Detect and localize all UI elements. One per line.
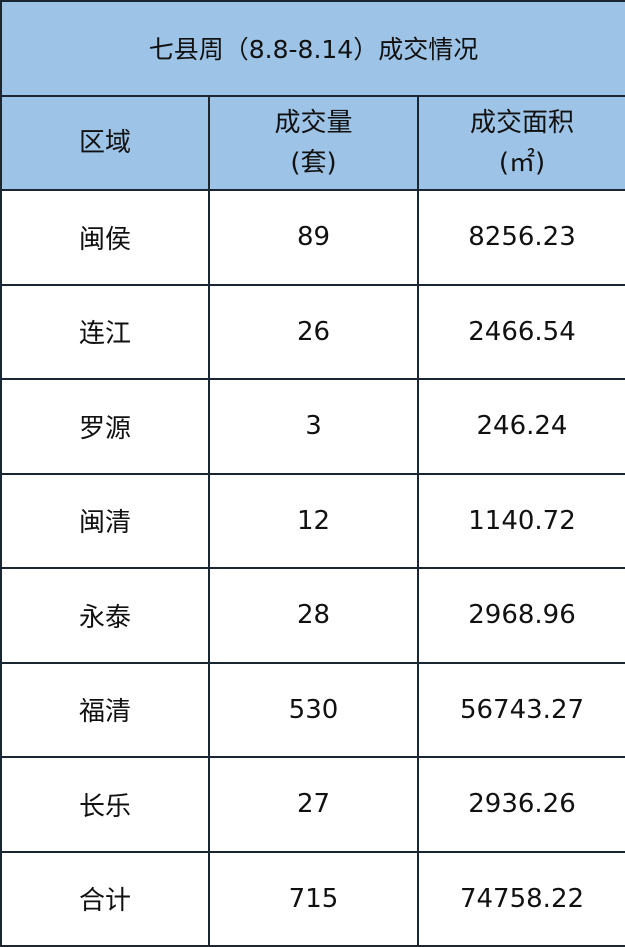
table-row: 永泰 28 2968.96 [0,567,625,664]
header-volume-label: 成交量 [274,107,353,138]
cell-region: 罗源 [0,378,210,475]
cell-area: 1140.72 [417,472,625,569]
cell-area: 74758.22 [417,850,625,947]
cell-region: 福清 [0,661,210,758]
table-row: 闽清 12 1140.72 [0,472,625,569]
cell-region: 长乐 [0,756,210,853]
header-region: 区域 [0,94,210,191]
cell-region: 永泰 [0,567,210,664]
cell-volume: 530 [208,661,419,758]
table-title: 七县周（8.8-8.14）成交情况 [0,0,625,97]
table-row: 长乐 27 2936.26 [0,756,625,853]
cell-area: 8256.23 [417,189,625,286]
table-row: 合计 715 74758.22 [0,850,625,947]
cell-region: 合计 [0,850,210,947]
header-volume-unit: (套) [290,147,337,178]
table-row: 罗源 3 246.24 [0,378,625,475]
table-row: 闽侯 89 8256.23 [0,189,625,286]
cell-area: 56743.27 [417,661,625,758]
cell-volume: 3 [208,378,419,475]
cell-volume: 26 [208,283,419,380]
cell-area: 246.24 [417,378,625,475]
table-row: 福清 530 56743.27 [0,661,625,758]
header-area-unit: (㎡) [498,147,546,178]
table-row: 连江 26 2466.54 [0,283,625,380]
header-volume: 成交量 (套) [208,94,419,191]
cell-volume: 89 [208,189,419,286]
cell-region: 闽清 [0,472,210,569]
cell-volume: 28 [208,567,419,664]
cell-area: 2936.26 [417,756,625,853]
header-area: 成交面积 (㎡) [417,94,625,191]
cell-region: 闽侯 [0,189,210,286]
header-area-label: 成交面积 [469,107,574,138]
cell-region: 连江 [0,283,210,380]
cell-volume: 12 [208,472,419,569]
cell-area: 2466.54 [417,283,625,380]
cell-volume: 27 [208,756,419,853]
cell-volume: 715 [208,850,419,947]
cell-area: 2968.96 [417,567,625,664]
